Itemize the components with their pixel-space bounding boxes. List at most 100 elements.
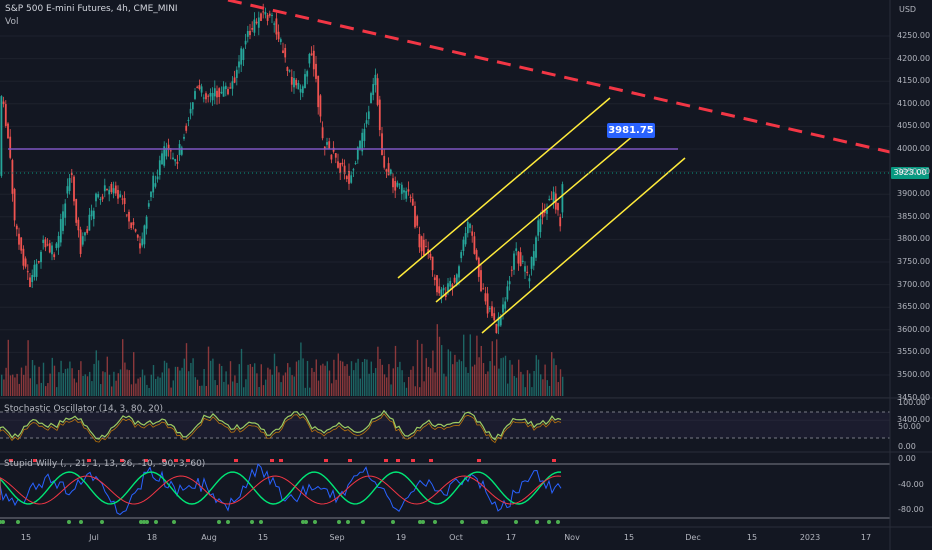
candle-body [354,163,357,165]
price-tick-label: 3700.00 [897,279,931,289]
level-price-label[interactable]: 3981.75 [607,123,655,138]
candle-body [222,86,225,97]
time-tick-label: Dec [685,533,701,542]
volume-bar [515,377,518,396]
volume-bar [95,350,97,396]
candle-body [488,308,491,310]
candle-body [350,175,353,183]
candle-body [370,93,372,104]
volume-bar [438,336,441,396]
volume-bar [315,359,317,396]
willy-dot [481,520,485,524]
willy-dot [484,520,488,524]
candle-body [13,189,16,221]
candle-body [535,237,537,258]
willy-marker [384,459,388,462]
volume-bar [493,365,496,396]
symbol-title[interactable]: S&P 500 E-mini Futures, 4h, CME_MINI [5,4,178,14]
volume-bar [346,364,348,396]
volume-bar [375,368,377,396]
candle-body [224,85,227,90]
candle-body [242,49,245,61]
candle-wick [324,145,326,156]
volume-label[interactable]: Vol [5,17,19,27]
candle-body [510,269,513,271]
candle-body [31,275,34,283]
volume-bar [489,361,491,396]
volume-bar [434,372,436,396]
candle-body [68,178,71,191]
willy-marker [477,459,481,462]
candle-wick [273,21,275,33]
candle-body [337,161,339,168]
willy-label[interactable]: Stupid Willy (, , 21, 1, 13, 26, -10, -9… [4,459,206,469]
candle-body [35,263,38,277]
volume-bar [5,367,7,396]
candle-wick [155,175,156,189]
volume-bar [280,382,282,396]
volume-bar [401,370,403,396]
volume-bar [348,375,350,396]
volume-bar [449,351,452,396]
willy-marker [552,459,556,462]
willy-fast-line [0,463,562,516]
channel-upper-line[interactable] [397,97,611,279]
candle-wick [529,274,530,289]
candle-body [220,91,223,94]
candlesticks[interactable] [0,3,564,335]
willy-pane [0,459,890,524]
stochastic-tick-label: 100.00 [898,398,926,407]
volume-bar [405,387,408,396]
candle-body [471,231,474,236]
volume-bar [229,361,232,396]
candle-body [407,189,410,192]
candle-wick [100,196,101,205]
candle-body [238,61,240,68]
volume-bar [480,345,482,396]
candle-body [548,198,551,200]
candle-body [447,283,449,292]
drawings[interactable] [0,0,891,334]
volume-bar [51,357,53,396]
candle-body [227,89,229,95]
channel-middle-line[interactable] [435,129,641,303]
candle-body [315,63,317,79]
stochastic-label[interactable]: Stochastic Oscillator (14, 3, 80, 20) [4,404,164,414]
volume-bar [399,361,401,396]
candle-body [95,193,97,202]
candle-body [158,160,161,175]
volume-bar [364,358,366,396]
candle-body [75,199,78,223]
candle-body [62,211,64,231]
candle-body [495,324,498,334]
channel-lower-line[interactable] [481,157,686,334]
price-tick-label: 3900.00 [897,189,931,199]
volume-bar [419,387,421,396]
volume-bar [555,365,557,396]
volume-bar [278,372,280,396]
candle-body [385,169,388,172]
volume-bar [166,362,168,396]
willy-dot [418,520,422,524]
resistance-trendline[interactable] [227,0,891,154]
candle-wick [47,238,48,247]
candle-body [352,169,355,171]
candle-wick [157,169,158,183]
volume-bar [181,367,183,396]
candle-wick [287,66,288,77]
volume-bar [210,360,212,396]
candle-body [130,222,133,229]
volume-bar [454,354,456,396]
candle-body [429,253,432,258]
volume-bar [225,371,227,396]
volume-bar [445,376,447,396]
volume-bar [199,385,201,396]
candle-body [328,141,331,149]
time-tick-label: Jul [89,533,99,542]
volume-bar [221,366,223,396]
candle-body [255,21,258,24]
candle-body [552,191,555,203]
volume-bar [366,359,368,396]
volume-bar [317,380,320,396]
